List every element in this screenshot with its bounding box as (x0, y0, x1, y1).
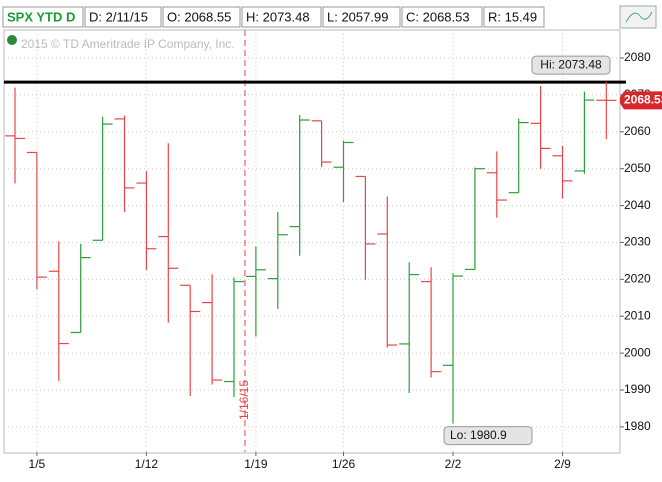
header-cell (241, 6, 322, 28)
y-tick-label: 2080 (624, 50, 651, 64)
header-text: O: 2068.55 (167, 9, 231, 24)
header-cell (483, 6, 545, 28)
header-cell (84, 6, 162, 28)
y-tick-label: 2050 (624, 161, 651, 175)
y-tick-label: 2000 (624, 345, 651, 359)
x-tick-label: 2/9 (554, 457, 571, 471)
style-icon (625, 11, 653, 23)
header-text: R: 15.49 (488, 9, 537, 24)
x-tick-label: 1/5 (29, 457, 46, 471)
plot-frame (3, 29, 621, 454)
watermark: 2015 © TD Ameritrade IP Company, Inc. (21, 37, 235, 51)
y-tick-label: 2020 (624, 272, 651, 286)
price-tag-label: 2068.53 (624, 93, 662, 107)
lo-label-box (443, 426, 533, 446)
x-tick-label: 2/2 (445, 457, 462, 471)
y-tick-label: 2040 (624, 198, 651, 212)
x-tick-label: 1/19 (244, 457, 268, 471)
header-cell (2, 6, 84, 28)
style-button[interactable] (619, 5, 657, 29)
y-tick-label: 2010 (624, 308, 651, 322)
lo-label: Lo: 1980.9 (450, 428, 507, 442)
header-text: C: 2068.53 (406, 9, 470, 24)
price-tag: 2068.53 (620, 91, 662, 110)
header-cell (162, 6, 241, 28)
x-tick-label: 1/12 (135, 457, 159, 471)
price-tag-bg (620, 91, 662, 110)
hi-label: Hi: 2073.48 (540, 57, 602, 71)
header-cell (322, 6, 401, 28)
header-text: L: 2057.99 (327, 9, 388, 24)
header-text: SPX YTD D (7, 9, 75, 24)
info-icon[interactable] (7, 35, 17, 45)
y-tick-label: 1980 (624, 419, 651, 433)
y-tick-label: 2030 (624, 235, 651, 249)
event-label: 1/16/15 (237, 380, 251, 420)
header-cell (401, 6, 483, 28)
y-tick-label: 2060 (624, 124, 651, 138)
header-text: D: 2/11/15 (89, 9, 148, 24)
x-tick-label: 1/26 (332, 457, 356, 471)
y-tick-label: 1990 (624, 382, 651, 396)
header-text: H: 2073.48 (246, 9, 310, 24)
hi-label-box (531, 55, 611, 75)
